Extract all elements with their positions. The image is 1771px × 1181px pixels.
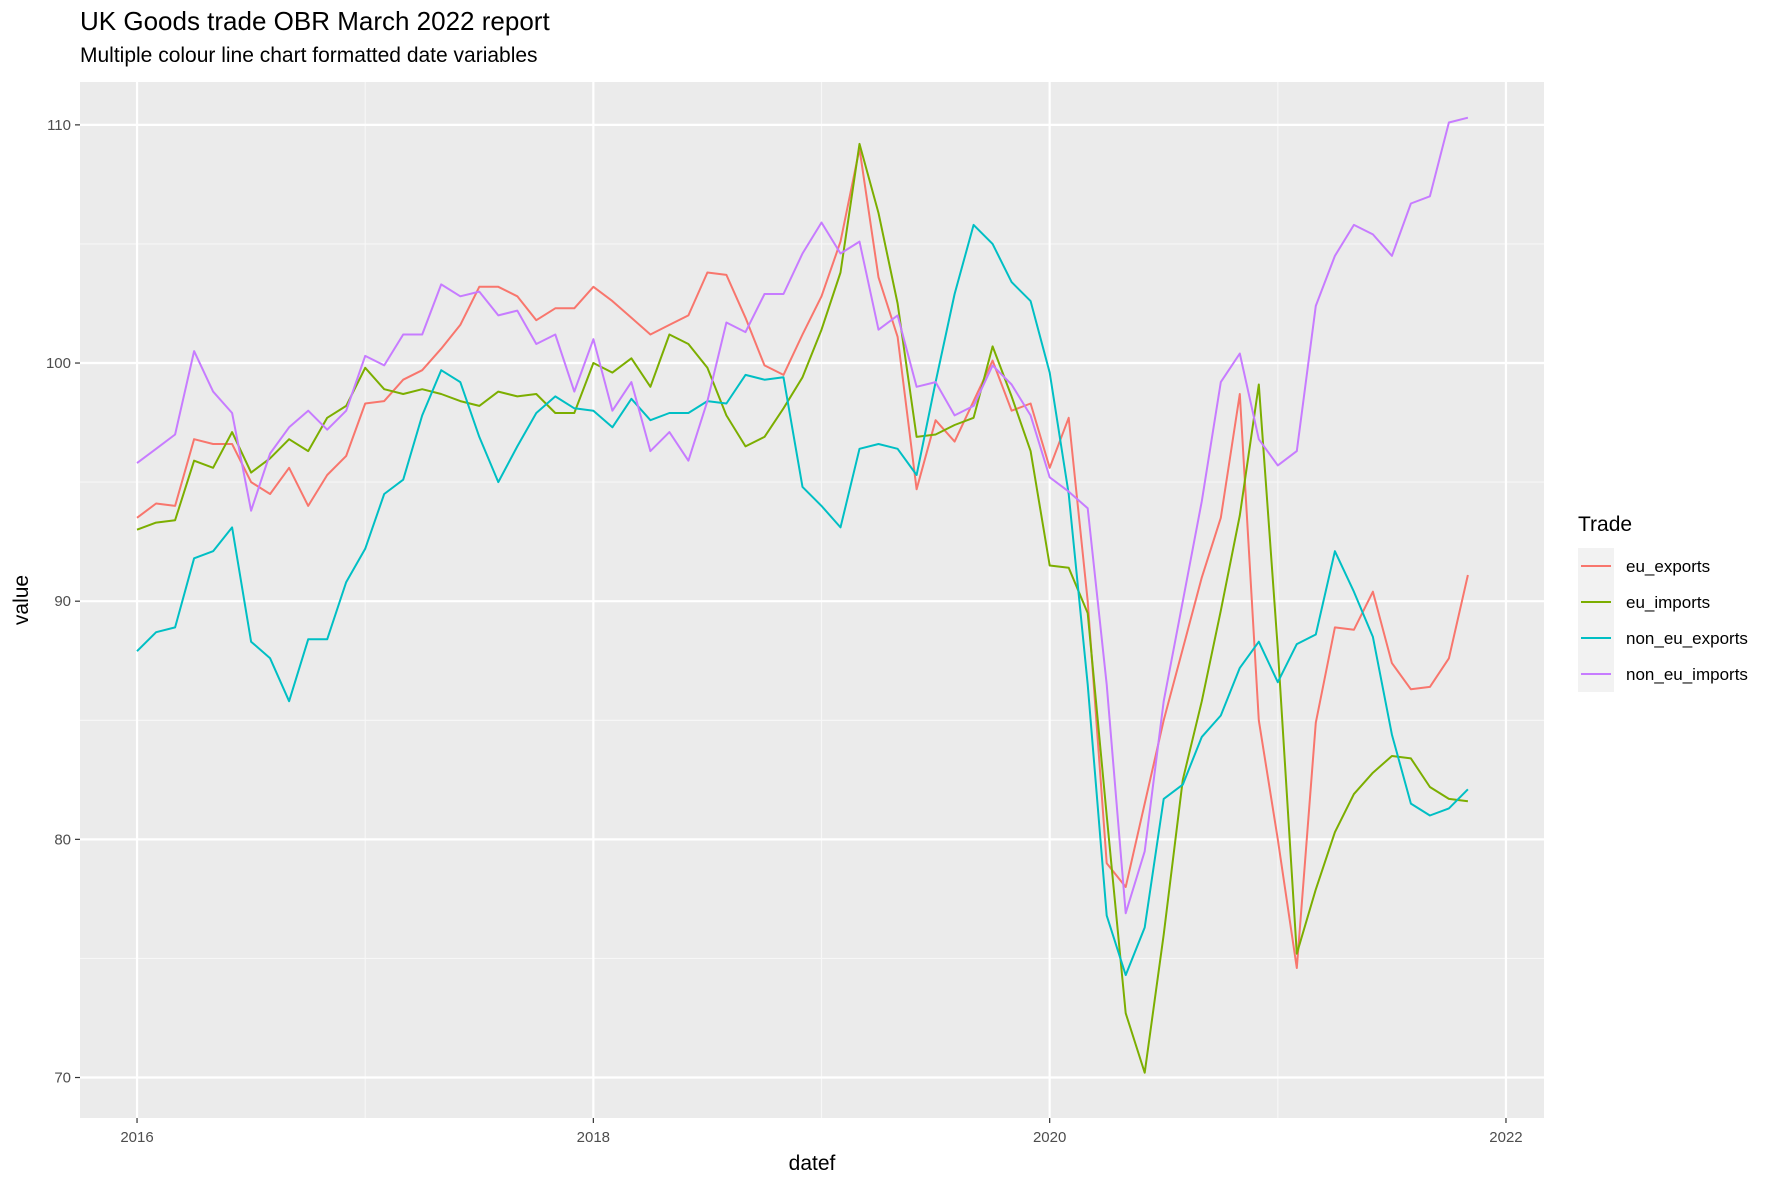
x-tick-label: 2022 bbox=[1489, 1129, 1522, 1146]
legend: Trade eu_exports eu_imports non_eu_exports… bbox=[1578, 513, 1748, 692]
y-tick-label: 100 bbox=[46, 355, 71, 372]
legend-label-eu_imports: eu_imports bbox=[1626, 593, 1710, 612]
series-line-non_eu_imports bbox=[136, 116, 1469, 915]
y-tick-label: 80 bbox=[54, 831, 71, 848]
legend-title: Trade bbox=[1578, 513, 1632, 536]
legend-label-non_eu_imports: non_eu_imports bbox=[1626, 665, 1748, 684]
y-tick-label: 70 bbox=[54, 1070, 71, 1087]
x-axis-title: datef bbox=[789, 1152, 836, 1175]
series-line-eu_imports bbox=[136, 142, 1469, 1074]
y-tick-label: 110 bbox=[47, 117, 71, 134]
series-line-non_eu_exports bbox=[136, 223, 1469, 977]
axes: 2016 2018 2020 2022 70 80 90 100 110 bbox=[46, 117, 1523, 1146]
chart-subtitle: Multiple colour line chart formatted dat… bbox=[80, 44, 538, 67]
series-line-eu_exports bbox=[136, 147, 1469, 969]
x-tick-label: 2016 bbox=[120, 1129, 153, 1146]
x-tick-label: 2018 bbox=[577, 1129, 610, 1146]
y-tick-label: 90 bbox=[54, 593, 71, 610]
legend-label-non_eu_exports: non_eu_exports bbox=[1626, 629, 1748, 648]
chart-title: UK Goods trade OBR March 2022 report bbox=[80, 6, 550, 36]
y-axis-title: value bbox=[10, 575, 33, 625]
series-layer bbox=[136, 116, 1469, 1074]
legend-label-eu_exports: eu_exports bbox=[1626, 557, 1710, 576]
x-tick-label: 2020 bbox=[1033, 1129, 1066, 1146]
grid-major bbox=[80, 82, 1544, 1118]
